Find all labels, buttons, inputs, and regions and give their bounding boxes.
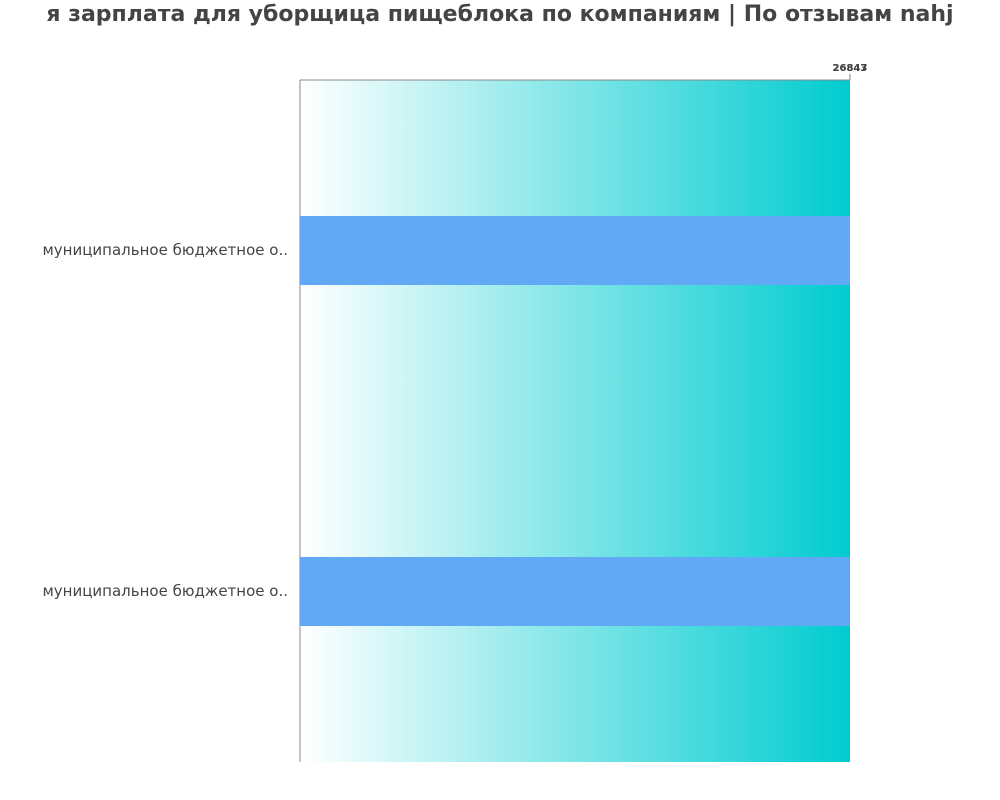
bar — [300, 557, 850, 626]
plot-background — [300, 80, 850, 762]
y-tick-label: муниципальное бюджетное о.. — [42, 241, 288, 259]
x-tick-label: 26843 — [833, 63, 868, 74]
chart-title: я зарплата для уборщица пищеблока по ком… — [46, 2, 953, 27]
bar — [300, 216, 850, 285]
x-tick-label: 26847 — [833, 63, 868, 74]
y-tick-label: муниципальное бюджетное о.. — [42, 582, 288, 600]
